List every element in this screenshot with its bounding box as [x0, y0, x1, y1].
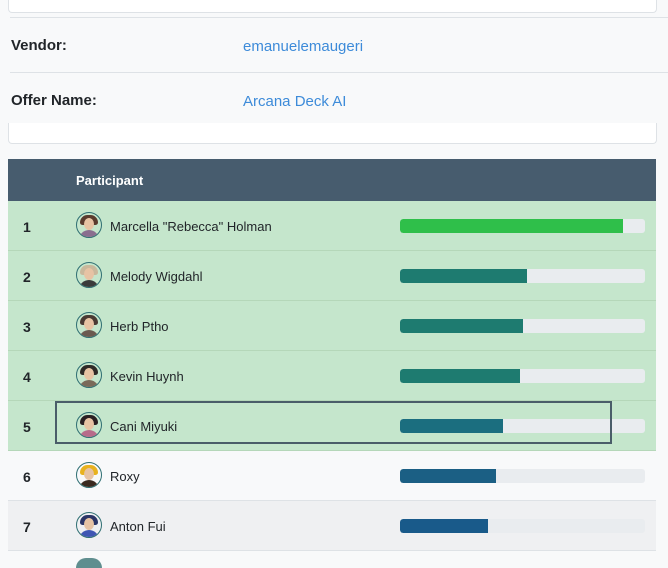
participant-name: Kevin Huynh: [110, 369, 184, 384]
progress-bar: [400, 319, 645, 333]
table-body: 1 Marcella "Rebecca" Holman 2 Melody Wigdah…: [8, 201, 656, 551]
divider: [10, 72, 668, 73]
participant-name: Marcella "Rebecca" Holman: [110, 219, 272, 234]
avatar: [76, 362, 102, 388]
top-card-edge: [8, 0, 657, 13]
table-row[interactable]: 2 Melody Wigdahl: [8, 251, 656, 301]
avatar-body: [79, 480, 99, 487]
avatar-face: [84, 268, 94, 280]
rank-number: 6: [23, 469, 31, 485]
table-row[interactable]: 4 Kevin Huynh: [8, 351, 656, 401]
participant-name: Anton Fui: [110, 519, 166, 534]
offer-name-label: Offer Name:: [11, 92, 97, 109]
info-card-edge: [8, 123, 657, 144]
table-row[interactable]: 6 Roxy: [8, 451, 656, 501]
avatar-face: [84, 468, 94, 480]
rank-number: 3: [23, 319, 31, 335]
progress-bar-fill: [400, 369, 521, 383]
progress-bar-fill: [400, 219, 623, 233]
avatar: [76, 512, 102, 538]
table-row[interactable]: 7 Anton Fui: [8, 501, 656, 551]
participant-name: Melody Wigdahl: [110, 269, 203, 284]
rank-number: 2: [23, 269, 31, 285]
avatar-body: [79, 430, 99, 437]
progress-bar-fill: [400, 419, 503, 433]
avatar-body: [79, 230, 99, 237]
avatar-body: [79, 330, 99, 337]
progress-bar: [400, 269, 645, 283]
avatar: [76, 412, 102, 438]
table-row[interactable]: 5 Cani Miyuki: [8, 401, 656, 451]
avatar: [76, 558, 102, 568]
leaderboard-table: Participant 1 Marcella "Rebecca" Holman 2 M…: [8, 159, 656, 551]
progress-bar-fill: [400, 519, 489, 533]
progress-bar: [400, 219, 645, 233]
avatar: [76, 212, 102, 238]
progress-bar-fill: [400, 319, 523, 333]
avatar-face: [84, 218, 94, 230]
avatar-face: [84, 518, 94, 530]
avatar-face: [84, 318, 94, 330]
rank-number: 7: [23, 519, 31, 535]
divider: [10, 17, 668, 18]
progress-bar-fill: [400, 469, 496, 483]
participant-column-header: Participant: [76, 173, 144, 188]
avatar: [76, 462, 102, 488]
avatar-body: [79, 380, 99, 387]
progress-bar: [400, 469, 645, 483]
participant-name: Herb Ptho: [110, 319, 169, 334]
avatar-body: [79, 530, 99, 537]
avatar: [76, 262, 102, 288]
progress-bar: [400, 369, 645, 383]
avatar-face: [84, 418, 94, 430]
vendor-label: Vendor:: [11, 37, 67, 54]
table-header: Participant: [8, 159, 656, 201]
progress-bar: [400, 419, 645, 433]
table-row[interactable]: 3 Herb Ptho: [8, 301, 656, 351]
progress-bar: [400, 519, 645, 533]
avatar: [76, 312, 102, 338]
vendor-link[interactable]: emanuelemaugeri: [243, 38, 364, 55]
participant-name: Cani Miyuki: [110, 419, 178, 434]
progress-bar-fill: [400, 269, 528, 283]
avatar-face: [84, 368, 94, 380]
rank-number: 4: [23, 369, 31, 385]
rank-number: 5: [23, 419, 31, 435]
table-row[interactable]: 1 Marcella "Rebecca" Holman: [8, 201, 656, 251]
rank-number: 1: [23, 219, 31, 235]
avatar-body: [79, 280, 99, 287]
participant-name: Roxy: [110, 469, 140, 484]
offer-name-link[interactable]: Arcana Deck AI: [243, 93, 347, 110]
